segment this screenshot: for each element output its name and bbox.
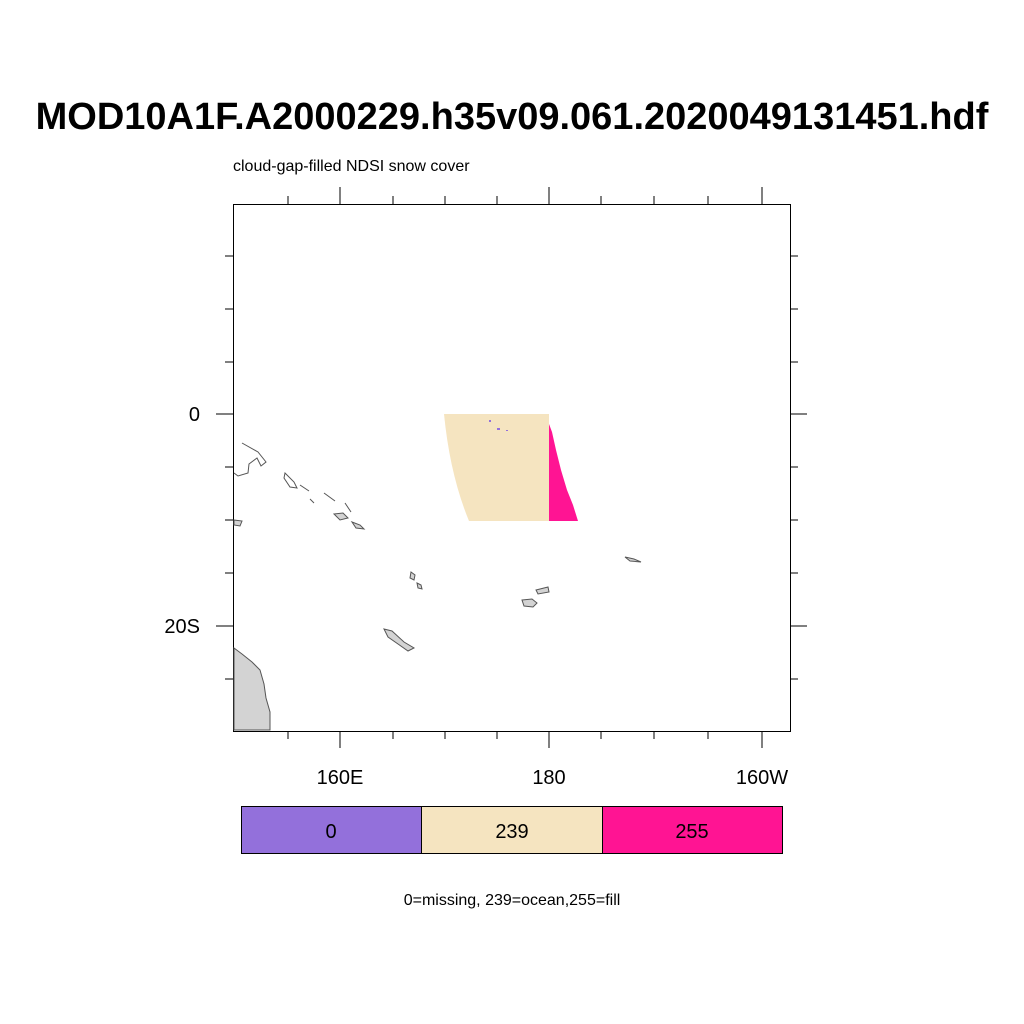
map-subtitle: cloud-gap-filled NDSI snow cover	[233, 158, 470, 175]
fill-tile	[549, 424, 578, 521]
x-tick-label-160w: 160W	[736, 767, 788, 789]
australia-landmass	[233, 647, 271, 731]
missing-speck	[489, 420, 491, 422]
map-title: MOD10A1F.A2000229.h35v09.061.20200491314…	[35, 96, 989, 138]
legend-label-255: 255	[675, 821, 708, 843]
legend-label-0: 0	[325, 821, 336, 843]
x-tick-label-160e: 160E	[317, 767, 364, 789]
legend-swatch-ocean	[421, 806, 603, 854]
missing-speck	[506, 430, 508, 431]
legend: 0 239 255	[241, 806, 783, 854]
legend-label-239: 239	[495, 821, 528, 843]
legend-swatch-fill	[602, 806, 783, 854]
map-frame	[233, 204, 791, 732]
ocean-tile	[444, 414, 549, 521]
coastlines	[233, 442, 352, 513]
y-tick-label-20s: 20S	[164, 616, 200, 638]
islands	[233, 512, 642, 652]
legend-swatch-missing	[241, 806, 422, 854]
y-tick-label-0: 0	[189, 404, 200, 426]
legend-note: 0=missing, 239=ocean,255=fill	[403, 892, 621, 909]
axis-ticks	[216, 187, 807, 748]
missing-speck	[497, 428, 500, 430]
x-tick-label-180: 180	[532, 767, 565, 789]
